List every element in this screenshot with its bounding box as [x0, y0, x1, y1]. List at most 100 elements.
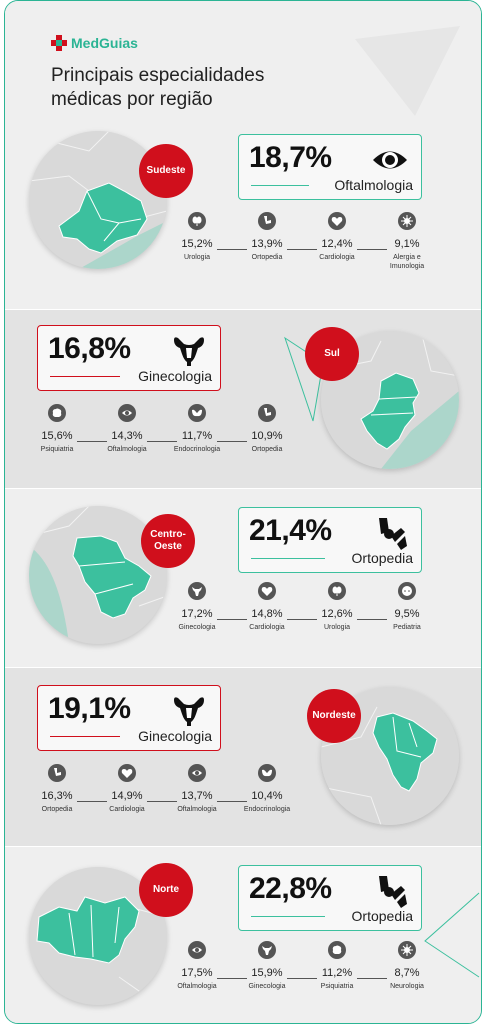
top-specialty: Oftalmologia: [334, 177, 413, 193]
divider-line: [251, 558, 325, 559]
top-specialty: Ortopedia: [351, 550, 413, 566]
brain-icon: [48, 404, 66, 422]
connector-line: [357, 249, 387, 250]
stat-item: 10,4% Endocrinologia: [235, 764, 299, 814]
heart-icon: [118, 764, 136, 782]
connector-line: [357, 978, 387, 979]
brand-name: MedGuias: [71, 35, 138, 51]
knee-icon: [379, 518, 407, 550]
connector-line: [287, 249, 317, 250]
region-tag-sul: Sul: [305, 327, 359, 381]
map-centro-oeste: [29, 506, 167, 644]
stat-label: Alergia e Imunologia: [389, 254, 425, 270]
infographic-frame: MedGuias Principais especialidades médic…: [4, 0, 482, 1024]
stat-label: Endocrinologia: [173, 446, 221, 453]
eye-icon: [188, 941, 206, 959]
decorative-triangle: [284, 336, 324, 422]
stat-item: 17,5% Oftalmologia: [165, 941, 229, 991]
virus-icon: [398, 941, 416, 959]
stat-value: 12,4%: [321, 238, 353, 250]
highlight-box-nordeste: 19,1% Ginecologia: [37, 685, 221, 751]
stat-label: Urologia: [323, 624, 351, 631]
stat-item: 12,4% Cardiologia: [305, 212, 369, 262]
region-tag-nordeste: Nordeste: [307, 689, 361, 743]
divider-line: [50, 736, 120, 737]
eye-icon: [188, 764, 206, 782]
page-title: Principais especialidades médicas por re…: [51, 65, 265, 110]
heart-icon: [258, 582, 276, 600]
top-specialty: Ortopedia: [351, 908, 413, 924]
stat-value: 13,9%: [251, 238, 283, 250]
thyroid-icon: [188, 404, 206, 422]
stat-value: 15,6%: [41, 430, 73, 442]
stat-value: 14,3%: [111, 430, 143, 442]
stat-label: Ortopedia: [251, 254, 283, 261]
connector-line: [77, 801, 107, 802]
stat-label: Cardiologia: [249, 624, 285, 631]
stat-label: Ortopedia: [41, 806, 73, 813]
stat-label: Oftalmologia: [177, 806, 217, 813]
uterus-icon: [174, 337, 204, 366]
eye-icon: [118, 404, 136, 422]
stat-item: 14,9% Cardiologia: [95, 764, 159, 814]
stat-value: 14,9%: [111, 790, 143, 802]
stat-label: Pediatria: [393, 624, 421, 631]
stat-item: 14,3% Oftalmologia: [95, 404, 159, 454]
connector-line: [217, 441, 247, 442]
top-percent: 18,7%: [249, 141, 332, 174]
connector-line: [287, 619, 317, 620]
divider-line: [251, 185, 309, 186]
stat-label: Cardiologia: [319, 254, 355, 261]
highlight-box-sudeste: 18,7% Oftalmologia: [238, 134, 422, 200]
stat-item: 17,2% Ginecologia: [165, 582, 229, 632]
stat-item: 9,1% Alergia e Imunologia: [375, 212, 439, 271]
knee-icon: [379, 876, 407, 908]
connector-line: [217, 801, 247, 802]
stat-value: 15,2%: [181, 238, 213, 250]
baby-icon: [398, 582, 416, 600]
stat-value: 16,3%: [41, 790, 73, 802]
stat-item: 14,8% Cardiologia: [235, 582, 299, 632]
stat-value: 9,5%: [394, 608, 420, 620]
stat-item: 9,5% Pediatria: [375, 582, 439, 632]
top-percent: 19,1%: [48, 692, 131, 725]
stat-item: 15,6% Psiquiatria: [25, 404, 89, 454]
stat-label: Psiquiatria: [320, 983, 354, 990]
stat-value: 8,7%: [394, 967, 420, 979]
stat-label: Oftalmologia: [177, 983, 217, 990]
stat-value: 10,4%: [251, 790, 283, 802]
stat-label: Endocrinologia: [243, 806, 291, 813]
stat-item: 16,3% Ortopedia: [25, 764, 89, 814]
stat-value: 10,9%: [251, 430, 283, 442]
connector-line: [217, 978, 247, 979]
knee-icon: [48, 764, 66, 782]
stat-label: Ortopedia: [251, 446, 283, 453]
stat-value: 9,1%: [394, 238, 420, 250]
connector-line: [217, 249, 247, 250]
heart-icon: [328, 212, 346, 230]
stat-label: Oftalmologia: [107, 446, 147, 453]
map-norte: [29, 867, 167, 1005]
eye-icon: [373, 151, 407, 169]
divider-line: [251, 916, 325, 917]
divider-line: [50, 376, 120, 377]
connector-line: [147, 801, 177, 802]
stat-value: 12,6%: [321, 608, 353, 620]
stat-label: Ginecologia: [178, 624, 216, 631]
stat-item: 12,6% Urologia: [305, 582, 369, 632]
top-percent: 21,4%: [249, 514, 332, 547]
connector-line: [217, 619, 247, 620]
top-specialty: Ginecologia: [138, 368, 212, 384]
map-sudeste: [29, 131, 167, 269]
uterus-icon: [174, 697, 204, 726]
stat-value: 14,8%: [251, 608, 283, 620]
stat-item: 10,9% Ortopedia: [235, 404, 299, 454]
stat-value: 13,7%: [181, 790, 213, 802]
uterus-icon: [188, 582, 206, 600]
stat-item: 11,2% Psiquiatria: [305, 941, 369, 991]
decorative-triangle: [424, 892, 480, 978]
top-percent: 22,8%: [249, 872, 332, 905]
knee-icon: [258, 212, 276, 230]
brain-icon: [328, 941, 346, 959]
region-tag-sudeste: Sudeste: [139, 144, 193, 198]
